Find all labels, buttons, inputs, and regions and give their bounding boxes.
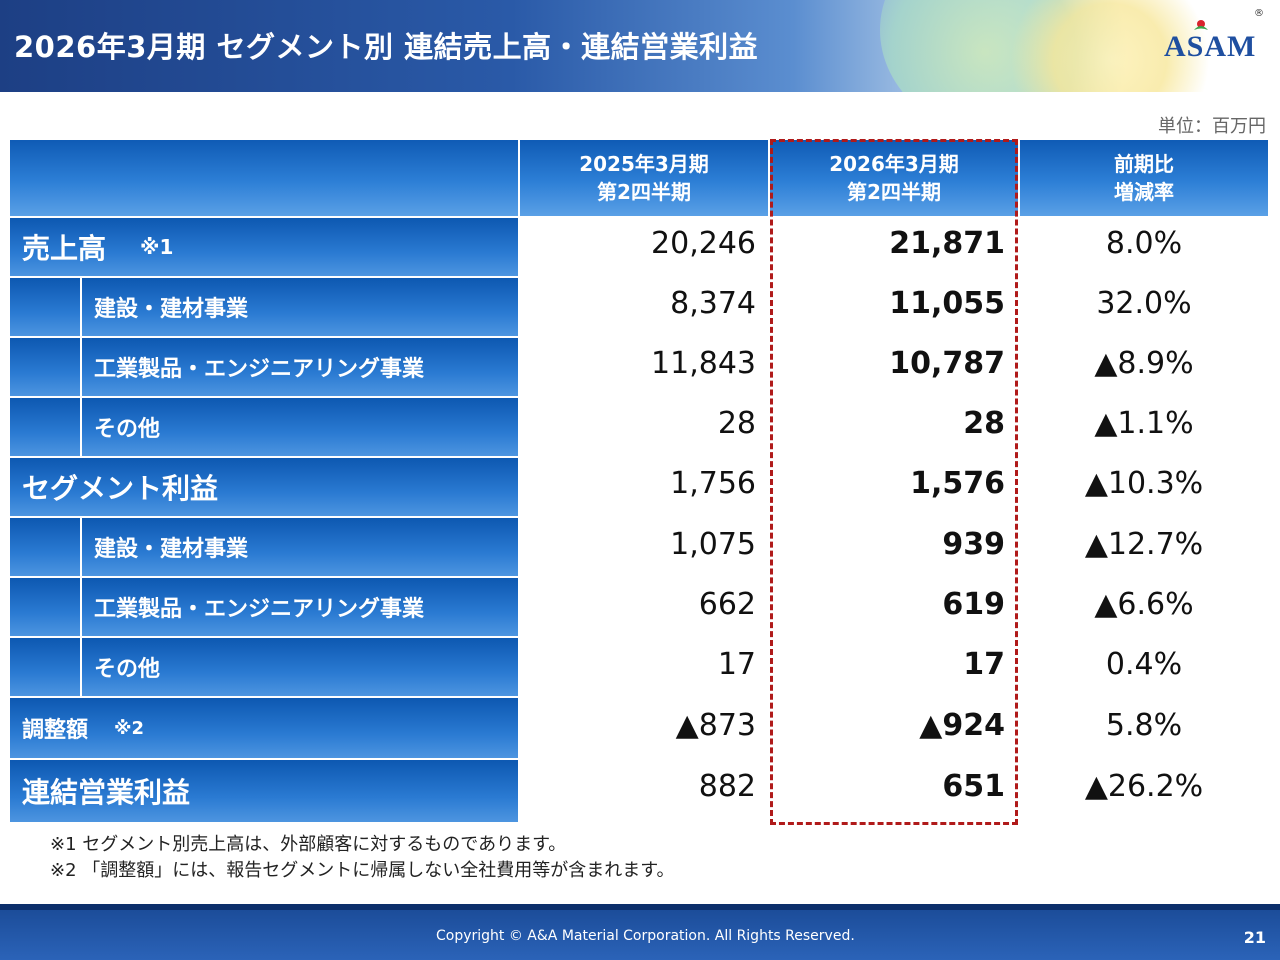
col-header-prev-line1: 2025年3月期 bbox=[579, 152, 709, 176]
value-curr: 28 bbox=[963, 406, 1005, 441]
value-curr: 17 bbox=[963, 647, 1005, 682]
col-header-change-line2: 増減率 bbox=[1114, 180, 1174, 204]
row-label-operating-profit: 連結営業利益 bbox=[10, 760, 518, 822]
row-label-adjustment: 調整額 ※2 bbox=[10, 698, 518, 760]
value-prev: ▲873 bbox=[675, 708, 756, 743]
row-label-text: その他 bbox=[94, 657, 161, 682]
row-label-text: 連結営業利益 bbox=[22, 776, 191, 809]
col-header-prev-line2: 第2四半期 bbox=[597, 180, 691, 204]
row-label-sub: 工業製品・エンジニアリング事業 bbox=[82, 338, 518, 398]
value-prev: 8,374 bbox=[670, 286, 756, 321]
copyright-text: Copyright © A&A Material Corporation. Al… bbox=[436, 928, 855, 944]
company-logo: ASAM ® bbox=[1158, 8, 1264, 68]
col-header-change: 前期比 増減率 bbox=[1020, 140, 1268, 216]
value-curr: 939 bbox=[942, 527, 1005, 562]
row-indent bbox=[10, 398, 80, 458]
value-curr: 1,576 bbox=[910, 466, 1005, 501]
value-curr: ▲924 bbox=[919, 708, 1005, 743]
row-label-text: その他 bbox=[94, 417, 161, 442]
header-banner bbox=[0, 0, 1280, 92]
value-change: 8.0% bbox=[1105, 226, 1183, 261]
value-change: ▲6.6% bbox=[1094, 587, 1194, 622]
value-prev: 28 bbox=[717, 406, 756, 441]
value-curr: 651 bbox=[942, 769, 1005, 804]
row-label-sub: 工業製品・エンジニアリング事業 bbox=[82, 578, 518, 638]
page-number: 21 bbox=[1243, 928, 1266, 947]
row-label-sales: 売上高 ※1 bbox=[10, 218, 518, 278]
value-prev: 20,246 bbox=[651, 226, 756, 261]
footnote-1: ※1 セグメント別売上高は、外部顧客に対するものであります。 bbox=[50, 834, 567, 855]
row-label-segment-profit: セグメント利益 bbox=[10, 458, 518, 518]
row-label-sub: 建設・建材事業 bbox=[82, 278, 518, 338]
value-prev: 1,075 bbox=[670, 527, 756, 562]
col-header-curr: 2026年3月期 第2四半期 bbox=[770, 140, 1018, 216]
header-decoration bbox=[1010, 0, 1210, 92]
row-label-text: 工業製品・エンジニアリング事業 bbox=[94, 597, 425, 622]
value-prev: 662 bbox=[698, 587, 756, 622]
footnotes: ※1 セグメント別売上高は、外部顧客に対するものであります。 ※2 「調整額」に… bbox=[50, 832, 674, 884]
footer-divider bbox=[0, 904, 1280, 910]
registered-mark: ® bbox=[1254, 8, 1264, 19]
value-prev: 882 bbox=[698, 769, 756, 804]
value-change: ▲1.1% bbox=[1094, 406, 1194, 441]
value-curr: 619 bbox=[942, 587, 1005, 622]
value-change: ▲8.9% bbox=[1094, 346, 1194, 381]
row-indent bbox=[10, 518, 80, 578]
value-prev: 1,756 bbox=[670, 466, 756, 501]
row-label-text: 建設・建材事業 bbox=[94, 297, 249, 322]
row-label-text: 建設・建材事業 bbox=[94, 537, 249, 562]
row-label-text: 調整額 bbox=[22, 718, 89, 743]
value-prev: 11,843 bbox=[651, 346, 756, 381]
row-indent bbox=[10, 338, 80, 398]
value-change: ▲26.2% bbox=[1084, 769, 1204, 804]
value-change: 5.8% bbox=[1105, 708, 1183, 743]
row-note: ※2 bbox=[114, 717, 145, 739]
row-label-sub: その他 bbox=[82, 638, 518, 698]
value-curr: 10,787 bbox=[889, 346, 1005, 381]
value-curr: 11,055 bbox=[889, 286, 1005, 321]
row-indent bbox=[10, 578, 80, 638]
footer-bar bbox=[0, 904, 1280, 960]
col-header-prev: 2025年3月期 第2四半期 bbox=[520, 140, 768, 216]
row-label-text: セグメント利益 bbox=[22, 472, 219, 505]
page-title: 2026年3月期 セグメント別 連結売上高・連結営業利益 bbox=[14, 30, 759, 64]
value-prev: 17 bbox=[717, 647, 756, 682]
table-header-blank bbox=[10, 140, 518, 216]
unit-label: 単位：百万円 bbox=[1158, 116, 1266, 137]
logo-mark-icon bbox=[1194, 20, 1208, 30]
col-header-change-line1: 前期比 bbox=[1114, 152, 1174, 176]
row-note: ※1 bbox=[140, 235, 174, 259]
row-label-sub: その他 bbox=[82, 398, 518, 458]
col-header-curr-line2: 第2四半期 bbox=[847, 180, 941, 204]
row-indent bbox=[10, 638, 80, 698]
row-label-text: 工業製品・エンジニアリング事業 bbox=[94, 357, 425, 382]
value-change: ▲10.3% bbox=[1084, 466, 1204, 501]
row-label-text: 売上高 bbox=[22, 232, 107, 265]
value-change: ▲12.7% bbox=[1084, 527, 1204, 562]
value-curr: 21,871 bbox=[889, 226, 1005, 261]
logo-text: ASAM bbox=[1164, 30, 1257, 63]
value-change: 32.0% bbox=[1096, 286, 1192, 321]
footnote-2: ※2 「調整額」には、報告セグメントに帰属しない全社費用等が含まれます。 bbox=[50, 860, 675, 881]
col-header-curr-line1: 2026年3月期 bbox=[829, 152, 959, 176]
row-indent bbox=[10, 278, 80, 338]
current-period-highlight bbox=[770, 139, 1018, 825]
row-label-sub: 建設・建材事業 bbox=[82, 518, 518, 578]
value-change: 0.4% bbox=[1105, 647, 1183, 682]
